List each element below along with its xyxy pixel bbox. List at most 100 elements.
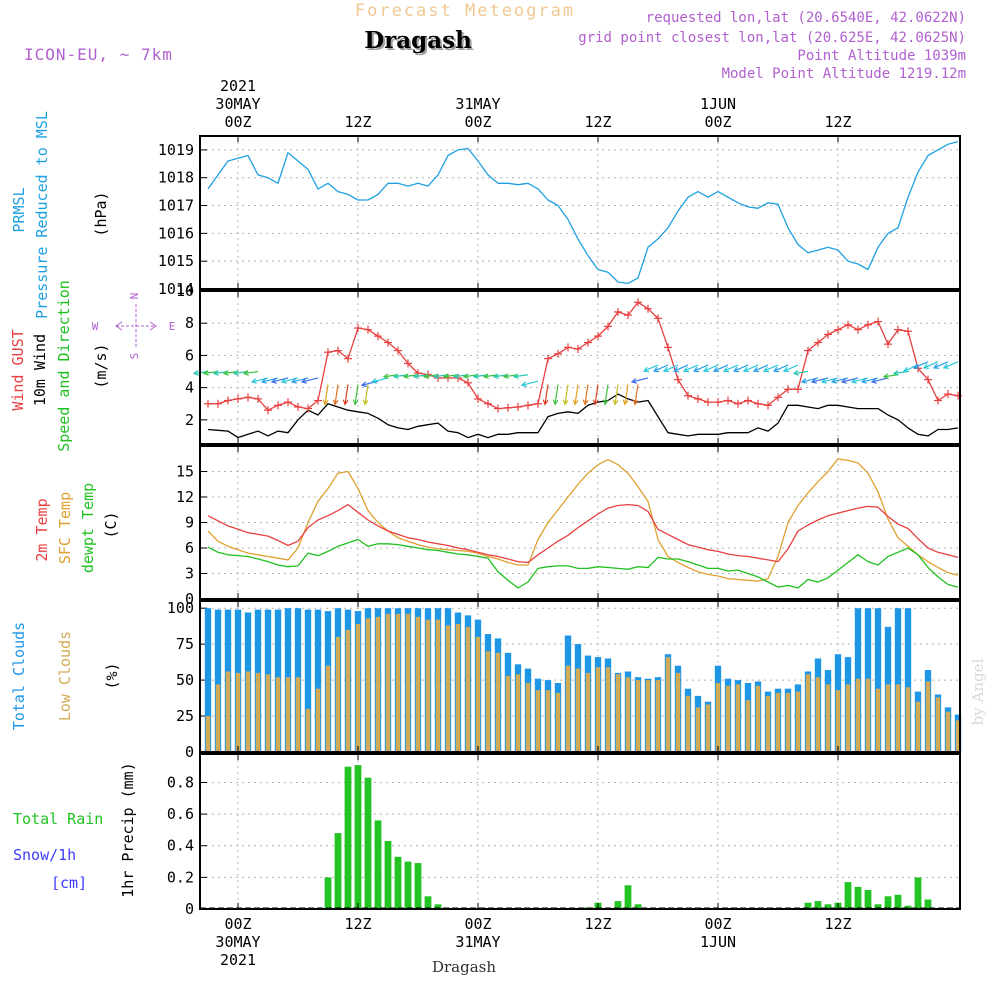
low-cloud-bar [615, 674, 621, 752]
watermark: by Angel [969, 658, 987, 725]
low-cloud-bar [265, 674, 271, 752]
wind-direction-arrowhead [352, 399, 359, 406]
precip-side-labels: Total Rain Snow/1h [cm] 1hr Precip (mm) [13, 762, 137, 897]
wind-direction-arrowhead [800, 378, 807, 384]
wind-direction-arrowhead [782, 366, 790, 373]
wind-direction-arrowhead [542, 399, 549, 406]
wind-direction-arrowhead [332, 399, 339, 406]
low-cloud-bar [745, 700, 751, 752]
low-cloud-bar [845, 684, 851, 752]
wind-direction-arrowhead [662, 366, 670, 373]
rain-bar [804, 902, 812, 909]
wind-direction-arrow [713, 364, 729, 372]
wind-direction-arrow [743, 364, 759, 372]
wind-direction-arrowhead [422, 373, 429, 380]
wind-direction-arrowhead [722, 366, 730, 373]
wind-direction-arrow [913, 361, 929, 369]
low-cloud-bar [645, 680, 651, 752]
wind-direction-arrow [643, 364, 659, 372]
wind-direction-arrowhead [360, 381, 367, 388]
rain-bar [344, 766, 352, 909]
low-cloud-bar [665, 657, 671, 752]
wind-direction-arrowhead [572, 399, 579, 406]
low-cloud-bar [345, 629, 351, 752]
low-cloud-bar [795, 691, 801, 752]
wind-ytick-label: 8 [185, 314, 194, 332]
wind-direction-arrow [673, 364, 689, 372]
wind-ytick-label: 4 [185, 379, 194, 397]
wind-direction-arrowhead [342, 399, 349, 406]
wind-direction-arrow [564, 384, 569, 405]
bottom-time-label: 12Z [824, 915, 851, 933]
low-cloud-bar [395, 613, 401, 752]
wind-direction-arrow [793, 370, 809, 375]
top-time-label: 31MAY [455, 95, 500, 113]
low-cloud-bar [275, 677, 281, 752]
temperature-side-labels: 2m Temp SFC Temp dewpt Temp (C) [33, 483, 120, 573]
clouds-ytick-label: 25 [176, 707, 194, 725]
rain-bar [884, 896, 892, 909]
rain-bar [394, 856, 402, 909]
wind-direction-arrow [933, 361, 949, 369]
rain-bar [404, 861, 412, 909]
wind-direction-arrow [773, 364, 789, 372]
low-cloud-bar [755, 685, 761, 752]
wind-direction-arrow [594, 384, 599, 405]
wind-direction-arrowhead [902, 366, 910, 373]
wind-direction-arrowhead [502, 373, 509, 380]
rain-bar [824, 904, 832, 909]
top-time-label: 00Z [224, 113, 251, 131]
low-cloud-bar [835, 690, 841, 752]
bottom-time-label: 31MAY [455, 933, 500, 951]
rain-bar [864, 890, 872, 909]
low-cloud-bar [775, 693, 781, 752]
low-cloud-bar [505, 675, 511, 752]
low-cloud-bar [675, 672, 681, 752]
wind-direction-arrow [344, 384, 349, 405]
total-cloud-bar [874, 608, 882, 752]
temp-dewpt-line [207, 538, 959, 589]
wind-direction-arrowhead [270, 378, 277, 384]
precip-ytick-label: 0.6 [167, 805, 194, 823]
wind-direction-arrowhead [602, 399, 609, 406]
low-cloud-bar [215, 684, 221, 752]
wind-direction-arrowhead [870, 378, 877, 384]
low-cloud-bar [595, 667, 601, 752]
rain-bar [384, 841, 392, 909]
precip-frame [199, 753, 961, 910]
low-cloud-bar [495, 652, 501, 752]
low-cloud-bar [295, 677, 301, 752]
low-cloud-bar [585, 672, 591, 752]
wind-direction-arrowhead [932, 363, 940, 369]
wind-direction-arrowhead [622, 399, 629, 406]
low-cloud-bar [465, 626, 471, 752]
low-cloud-bar [475, 637, 481, 752]
wind-direction-arrowhead [232, 370, 239, 376]
wind-direction-arrow [783, 364, 799, 372]
wind-direction-arrowhead [562, 399, 569, 406]
temp-2m-line [207, 503, 959, 564]
wind-direction-arrowhead [212, 370, 219, 376]
wind-direction-arrow [923, 361, 939, 369]
low-cloud-bar [895, 684, 901, 752]
bottom-time-label: 1JUN [700, 933, 736, 951]
temp-label-2m: 2m Temp [33, 498, 51, 561]
low-cloud-bar [405, 613, 411, 752]
pressure-ytick-label: 1014 [158, 280, 194, 298]
low-cloud-bar [705, 704, 711, 752]
total-cloud-bar [304, 609, 312, 752]
wind-direction-arrow [733, 364, 749, 372]
low-cloud-bar [305, 708, 311, 752]
low-cloud-bar [635, 680, 641, 752]
wind-direction-arrow [604, 384, 609, 405]
low-cloud-bar [925, 681, 931, 752]
compass-west-label: W [92, 320, 99, 333]
gust-line [208, 301, 959, 411]
wind-direction-arrow [574, 384, 579, 405]
wind-ytick-label: 6 [185, 346, 194, 364]
pressure-ytick-label: 1018 [158, 169, 194, 187]
wind-direction-arrowhead [652, 366, 660, 373]
low-cloud-bar [695, 707, 701, 752]
low-cloud-bar [575, 668, 581, 752]
